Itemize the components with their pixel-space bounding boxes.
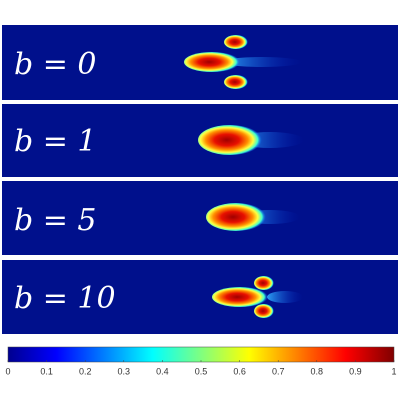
colorbar-tick-label: 0.5 [195, 366, 208, 376]
colorbar-tick-label: 0.2 [79, 366, 92, 376]
panel: b = 0 [2, 25, 398, 100]
plume [212, 287, 268, 307]
panel-label: b = 10 [14, 281, 116, 316]
panel-label: b = 5 [14, 203, 97, 238]
panel: b = 10 [2, 260, 398, 334]
plume-arm [224, 35, 248, 49]
colorbar-tick-label: 0.8 [311, 366, 324, 376]
colorbar-tick-label: 0.6 [233, 366, 246, 376]
wake [267, 291, 303, 303]
plume-arm [254, 276, 274, 290]
panel: b = 1 [2, 104, 398, 177]
colorbar-tick-label: 0 [5, 366, 10, 376]
panel: b = 5 [2, 181, 398, 255]
colorbar-tick-label: 0.4 [156, 366, 169, 376]
panel-label: b = 0 [14, 47, 97, 82]
colorbar-tick-label: 0.7 [272, 366, 285, 376]
plume-arm [224, 75, 248, 89]
plume-arm [254, 304, 274, 318]
plume [198, 125, 262, 155]
colorbar-tick-label: 1 [391, 366, 396, 376]
panel-label: b = 1 [14, 124, 97, 159]
panel-background [2, 181, 398, 255]
wake [222, 57, 302, 67]
colorbar-tick-label: 0.1 [40, 366, 53, 376]
colorbar-tick-label: 0.3 [118, 366, 131, 376]
colorbar [7, 346, 395, 363]
panel-background [2, 260, 398, 334]
plume [206, 203, 266, 231]
plume [184, 52, 240, 72]
colorbar-tick-label: 0.9 [349, 366, 362, 376]
